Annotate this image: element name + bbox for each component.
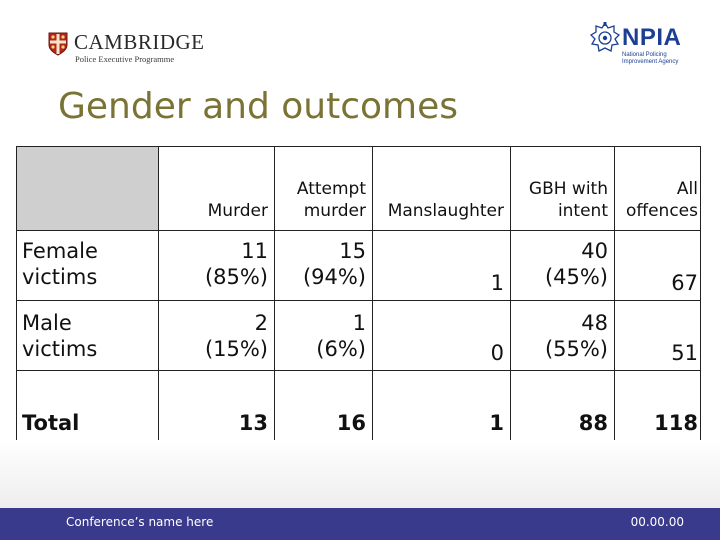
total-gbh-cell: 88: [578, 411, 608, 435]
total-all-cell: 118: [654, 411, 698, 435]
col-header-all-offences: All offences: [616, 178, 698, 222]
npia-name: NPIA: [622, 24, 682, 51]
male-attempt-percent: (6%): [316, 337, 366, 361]
male-murder-count: 2: [254, 311, 268, 335]
male-gbh-percent: (55%): [544, 337, 608, 361]
npia-logo: NPIA National Policing Improvement Agenc…: [590, 18, 690, 70]
cambridge-subtitle: Police Executive Programme: [75, 54, 175, 64]
table-row-divider: [16, 230, 700, 231]
footer-bar: [0, 508, 720, 540]
male-manslaughter-cell: 0: [490, 341, 504, 365]
footer-date: 00.00.00: [630, 515, 684, 529]
col-header-attempt-murder: Attempt murder: [276, 178, 366, 222]
male-gbh-cell: 48 (55%): [512, 310, 608, 362]
npia-subtitle-line-1: National Policing: [622, 52, 667, 58]
slide-title: Gender and outcomes: [58, 86, 459, 127]
table-col-divider: [372, 146, 373, 441]
table-col-divider: [614, 146, 615, 441]
total-attempt-cell: 16: [336, 411, 366, 435]
male-murder-cell: 2 (15%): [160, 310, 268, 362]
col-header-murder: Murder: [160, 200, 268, 222]
row-label-total: Total: [22, 411, 80, 435]
col-header-attempt-line-1: Attempt: [296, 179, 366, 199]
row-label-male-line-2: victims: [22, 337, 98, 361]
col-header-gbh: GBH with intent: [512, 178, 608, 222]
col-header-all-line-2: offences: [625, 201, 698, 221]
col-header-gbh-line-2: intent: [557, 201, 608, 221]
female-manslaughter-cell: 1: [490, 271, 504, 295]
female-gbh-count: 40: [581, 239, 608, 263]
cambridge-name: CAMBRIDGE: [74, 30, 205, 54]
male-murder-percent: (15%): [204, 337, 268, 361]
total-murder-cell: 13: [238, 411, 268, 435]
female-all-cell: 67: [671, 271, 698, 295]
female-murder-count: 11: [241, 239, 268, 263]
col-header-attempt-line-2: murder: [303, 201, 366, 221]
table-col-divider: [158, 146, 159, 441]
row-label-female-line-1: Female: [22, 239, 98, 263]
row-label-female: Female victims: [22, 238, 98, 290]
header-corner-cell: [16, 146, 158, 230]
female-gbh-cell: 40 (45%): [512, 238, 608, 290]
female-attempt-cell: 15 (94%): [276, 238, 366, 290]
cambridge-shield-icon: [48, 32, 68, 56]
male-gbh-count: 48: [581, 311, 608, 335]
row-label-male: Male victims: [22, 310, 97, 362]
npia-subtitle: National Policing Improvement Agency: [622, 52, 678, 66]
cambridge-logo: CAMBRIDGE Police Executive Programme: [48, 30, 208, 66]
col-header-manslaughter: Manslaughter: [374, 200, 504, 222]
male-attempt-count: 1: [352, 311, 366, 335]
table-border-top: [16, 146, 700, 147]
table-row-divider: [16, 370, 700, 371]
male-all-cell: 51: [671, 341, 698, 365]
npia-subtitle-line-2: Improvement Agency: [622, 59, 679, 65]
col-header-gbh-line-1: GBH with: [528, 179, 608, 199]
male-attempt-cell: 1 (6%): [276, 310, 366, 362]
table-border-left: [16, 146, 17, 441]
footer-gradient: [0, 440, 720, 508]
female-murder-cell: 11 (85%): [160, 238, 268, 290]
table-border-right: [700, 146, 701, 441]
table-col-divider: [274, 146, 275, 441]
female-gbh-percent: (45%): [544, 265, 608, 289]
female-murder-percent: (85%): [204, 265, 268, 289]
row-label-male-line-1: Male: [22, 311, 72, 335]
col-header-murder-text: Murder: [207, 201, 268, 221]
total-manslaughter-cell: 1: [489, 411, 504, 435]
col-header-all-line-1: All: [676, 179, 698, 199]
row-label-female-line-2: victims: [22, 265, 98, 289]
female-attempt-count: 15: [339, 239, 366, 263]
police-badge-icon: [590, 22, 620, 52]
table-row-divider: [16, 300, 700, 301]
female-attempt-percent: (94%): [302, 265, 366, 289]
conference-name: Conference’s name here: [66, 515, 214, 529]
table-col-divider: [510, 146, 511, 441]
col-header-manslaughter-text: Manslaughter: [387, 201, 504, 221]
